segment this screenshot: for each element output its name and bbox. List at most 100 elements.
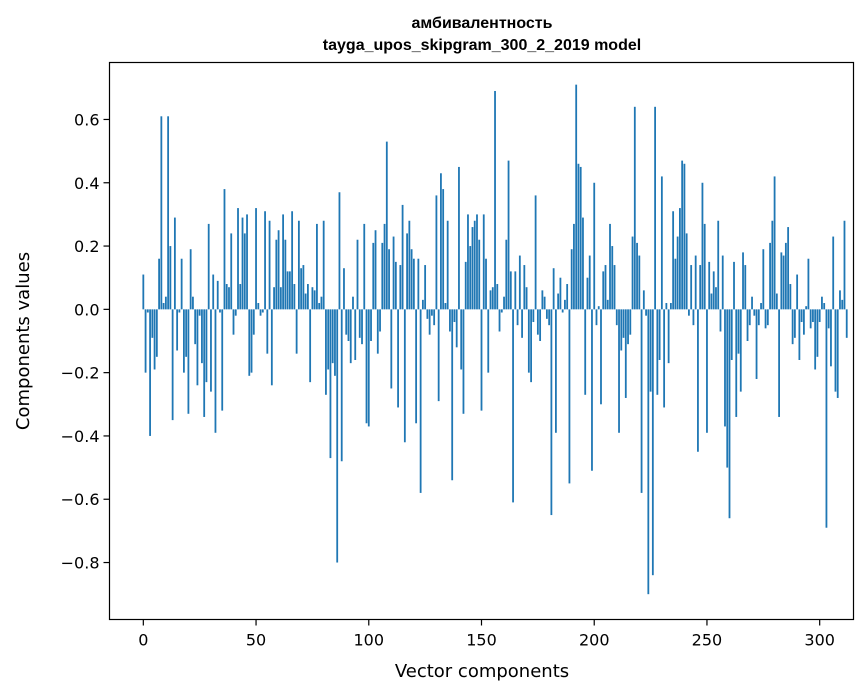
bar-100: [367, 309, 370, 427]
bar-139: [455, 309, 458, 348]
bar-209: [613, 265, 616, 310]
bar-165: [514, 271, 517, 310]
bar-117: [406, 233, 408, 310]
bar-236: [674, 258, 677, 310]
bar-169: [523, 265, 526, 310]
bar-154: [489, 290, 492, 310]
bar-224: [647, 309, 650, 595]
bar-239: [681, 160, 684, 310]
bar-257: [721, 255, 724, 310]
bar-101: [370, 309, 372, 341]
bar-275: [762, 249, 765, 310]
x-tick-label-0: 0: [138, 631, 148, 650]
bar-66: [291, 211, 294, 310]
bar-230: [660, 176, 663, 310]
bar-33: [216, 280, 219, 310]
bar-130: [435, 195, 438, 310]
bar-202: [597, 306, 600, 310]
bar-254: [715, 287, 717, 310]
bar-71: [302, 265, 305, 310]
bar-91: [347, 309, 350, 341]
bar-243: [690, 265, 693, 310]
bar-147: [473, 220, 476, 310]
bar-211: [618, 309, 620, 433]
bar-270: [751, 296, 753, 310]
bar-308: [836, 309, 839, 398]
bar-248: [701, 182, 704, 310]
bar-185: [559, 277, 562, 310]
bar-82: [327, 309, 330, 370]
bar-300: [818, 309, 821, 323]
bar-281: [775, 293, 778, 310]
bar-284: [782, 255, 785, 310]
bar-260: [728, 309, 731, 519]
bar-6: [155, 309, 158, 357]
bar-306: [832, 236, 835, 310]
bar-305: [830, 309, 832, 367]
y-tick-label-2: −0.4: [61, 427, 100, 446]
x-axis-ticks: 0 50 100 150 200 250 300: [138, 619, 835, 650]
bar-295: [807, 258, 810, 310]
bar-17: [180, 258, 183, 310]
bar-49: [252, 309, 255, 335]
bar-205: [604, 265, 607, 310]
bar-23: [194, 309, 197, 345]
bar-299: [816, 309, 819, 357]
bar-111: [392, 236, 395, 310]
bar-190: [570, 249, 573, 310]
bar-301: [821, 296, 823, 310]
bar-273: [757, 309, 760, 326]
bar-196: [584, 309, 587, 395]
bar-45: [243, 233, 246, 310]
bar-90: [345, 309, 348, 335]
bar-135: [446, 220, 449, 310]
bar-167: [518, 255, 521, 310]
bar-210: [615, 309, 618, 326]
bar-63: [284, 239, 287, 310]
bar-287: [789, 284, 792, 310]
bar-183: [555, 309, 557, 433]
bar-286: [787, 227, 790, 310]
bar-201: [595, 309, 598, 326]
bar-67: [293, 284, 296, 310]
bar-12: [169, 246, 172, 310]
bar-253: [712, 271, 715, 310]
bar-170: [525, 287, 528, 310]
bar-283: [780, 252, 783, 310]
bar-37: [225, 284, 228, 310]
bar-203: [600, 309, 602, 405]
bar-29: [207, 223, 210, 310]
chart-title: амбивалентность: [412, 15, 553, 32]
bar-51: [257, 303, 260, 310]
bar-96: [358, 309, 361, 338]
bar-200: [593, 182, 596, 310]
bar-168: [521, 309, 523, 338]
bar-21: [189, 249, 192, 310]
y-tick-label-6: 0.4: [74, 174, 99, 193]
bar-144: [467, 214, 469, 310]
bar-115: [401, 204, 404, 310]
bar-56: [268, 220, 271, 310]
bar-303: [825, 309, 828, 528]
bar-1: [144, 309, 147, 373]
bar-141: [460, 309, 463, 370]
bar-38: [228, 287, 230, 310]
bar-251: [708, 261, 711, 310]
bar-149: [478, 239, 481, 310]
bar-176: [539, 309, 542, 341]
bar-207: [609, 223, 611, 310]
bar-164: [512, 309, 514, 503]
bar-107: [383, 223, 386, 310]
bar-93: [352, 296, 354, 310]
x-tick-label-2: 100: [353, 631, 384, 650]
bar-114: [399, 265, 402, 310]
bar-7: [158, 258, 160, 310]
bar-174: [534, 195, 537, 310]
bar-39: [230, 233, 233, 310]
bar-137: [451, 309, 454, 481]
bar-231: [663, 309, 666, 408]
bar-259: [726, 309, 729, 468]
bar-155: [491, 287, 494, 310]
bar-267: [744, 265, 747, 310]
